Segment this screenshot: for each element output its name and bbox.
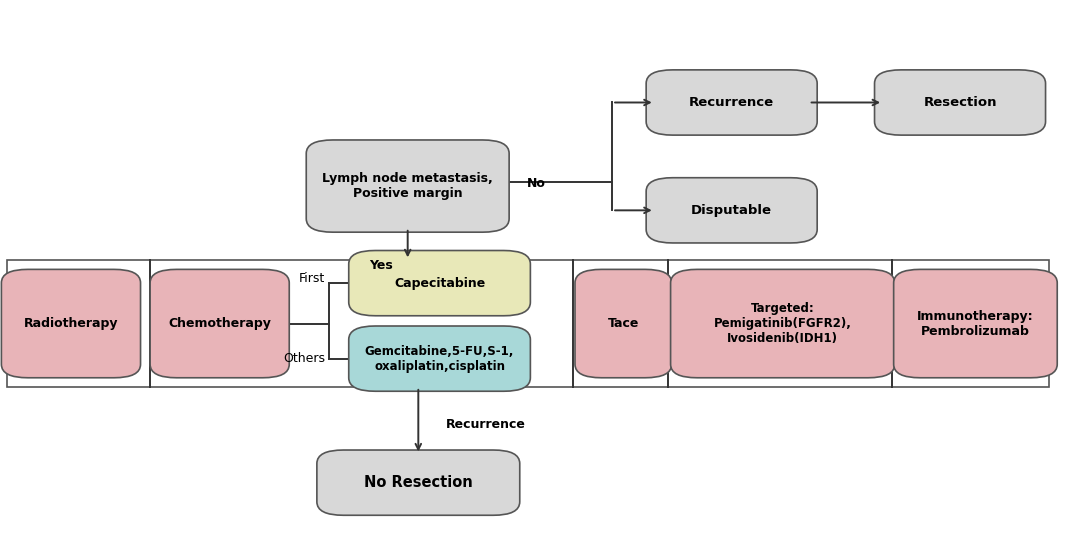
Text: First: First bbox=[299, 272, 326, 285]
FancyBboxPatch shape bbox=[1, 269, 141, 378]
Bar bbox=[6, 260, 1049, 387]
Text: Targeted:
Pemigatinib(FGFR2),
Ivosidenib(IDH1): Targeted: Pemigatinib(FGFR2), Ivosidenib… bbox=[714, 302, 852, 345]
FancyBboxPatch shape bbox=[646, 178, 817, 243]
FancyBboxPatch shape bbox=[671, 269, 895, 378]
FancyBboxPatch shape bbox=[307, 140, 509, 232]
Text: Immunotherapy:
Pembrolizumab: Immunotherapy: Pembrolizumab bbox=[917, 309, 1034, 338]
FancyBboxPatch shape bbox=[894, 269, 1058, 378]
Text: No Resection: No Resection bbox=[364, 475, 473, 490]
FancyBboxPatch shape bbox=[348, 326, 530, 391]
Text: Resection: Resection bbox=[923, 96, 997, 109]
Text: Capecitabine: Capecitabine bbox=[394, 276, 486, 289]
FancyBboxPatch shape bbox=[575, 269, 672, 378]
FancyBboxPatch shape bbox=[646, 70, 817, 135]
Text: Disputable: Disputable bbox=[691, 204, 772, 217]
Text: Gemcitabine,5-FU,S-1,
oxaliplatin,cisplatin: Gemcitabine,5-FU,S-1, oxaliplatin,cispla… bbox=[365, 345, 514, 372]
Text: Tace: Tace bbox=[608, 317, 639, 330]
FancyBboxPatch shape bbox=[150, 269, 290, 378]
Text: Chemotherapy: Chemotherapy bbox=[168, 317, 272, 330]
FancyBboxPatch shape bbox=[874, 70, 1046, 135]
Text: Radiotherapy: Radiotherapy bbox=[23, 317, 118, 330]
Text: Others: Others bbox=[283, 352, 326, 365]
FancyBboxPatch shape bbox=[348, 250, 530, 316]
FancyBboxPatch shape bbox=[317, 450, 520, 515]
Text: No: No bbox=[527, 177, 546, 190]
Text: Yes: Yes bbox=[368, 259, 393, 272]
Text: Recurrence: Recurrence bbox=[689, 96, 774, 109]
Text: Recurrence: Recurrence bbox=[445, 418, 525, 431]
Text: Lymph node metastasis,
Positive margin: Lymph node metastasis, Positive margin bbox=[323, 172, 493, 200]
